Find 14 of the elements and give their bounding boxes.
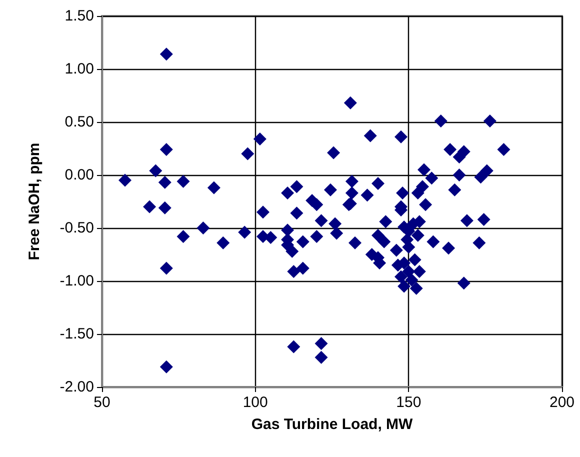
x-tick-label: 50 bbox=[94, 394, 110, 411]
y-tick-label: 1.00 bbox=[64, 60, 94, 78]
x-tick-label: 100 bbox=[242, 394, 268, 411]
y-tick-label: 1.50 bbox=[64, 8, 94, 24]
y-tick-label: -1.00 bbox=[60, 272, 94, 290]
y-tick-label: 0.00 bbox=[64, 166, 94, 184]
x-axis-title: Gas Turbine Load, MW bbox=[251, 416, 414, 433]
x-tick-label: 200 bbox=[549, 394, 575, 411]
y-axis-title: Free NaOH, ppm bbox=[26, 142, 43, 260]
x-tick-label: 150 bbox=[396, 394, 422, 411]
y-tick-label: -2.00 bbox=[60, 378, 94, 396]
y-tick-label: -0.50 bbox=[60, 220, 94, 236]
y-tick-label: 0.50 bbox=[64, 114, 94, 130]
y-tick-label: -1.50 bbox=[60, 326, 94, 342]
